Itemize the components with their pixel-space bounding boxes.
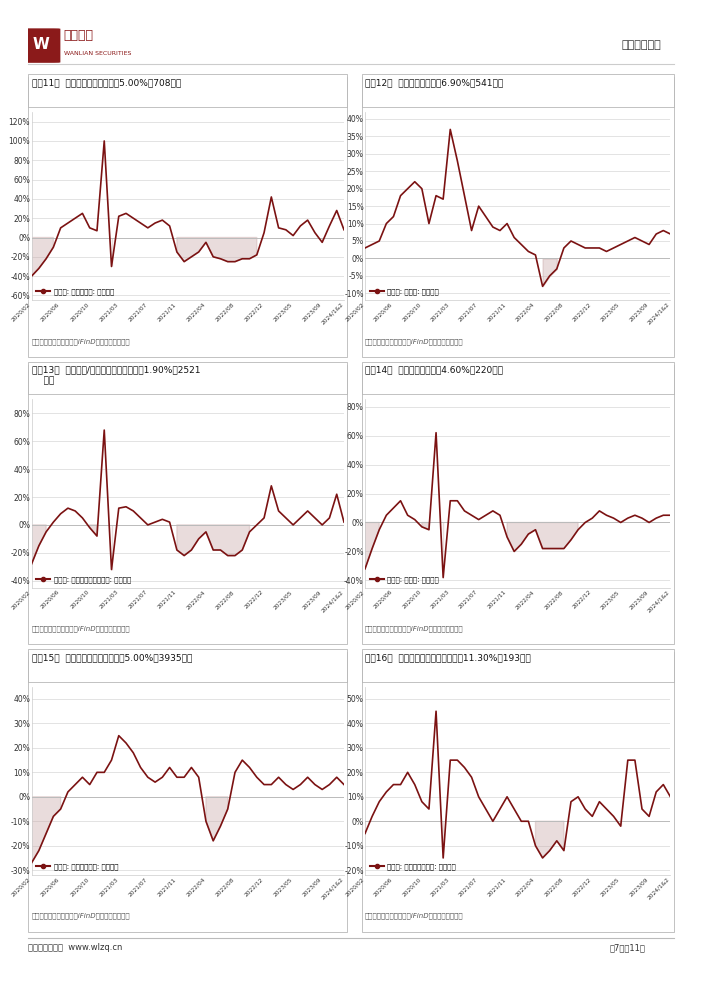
- Text: 资料来源：国家统计局，iFinD，万联证券研究所: 资料来源：国家统计局，iFinD，万联证券研究所: [365, 913, 463, 920]
- Text: 万联证券: 万联证券: [64, 30, 93, 43]
- Legend: 零售额: 饮料类: 当月同比: 零售额: 饮料类: 当月同比: [369, 287, 440, 296]
- Text: 证券研究报告: 证券研究报告: [621, 40, 661, 50]
- Text: 资料来源：国家统计局，iFinD，万联证券研究所: 资料来源：国家统计局，iFinD，万联证券研究所: [365, 338, 463, 345]
- Text: 图表14：  家具类零售额同增4.60%至220亿元: 图表14： 家具类零售额同增4.60%至220亿元: [365, 366, 503, 375]
- Text: 资料来源：国家统计局，iFinD，万联证券研究所: 资料来源：国家统计局，iFinD，万联证券研究所: [32, 625, 130, 632]
- Text: 图表16：  体育娱乐用品类零售额同增11.30%至193亿元: 图表16： 体育娱乐用品类零售额同增11.30%至193亿元: [365, 653, 531, 662]
- FancyBboxPatch shape: [22, 29, 60, 62]
- Text: 资料来源：国家统计局，iFinD，万联证券研究所: 资料来源：国家统计局，iFinD，万联证券研究所: [32, 913, 130, 920]
- Text: 资料来源：国家统计局，iFinD，万联证券研究所: 资料来源：国家统计局，iFinD，万联证券研究所: [365, 625, 463, 632]
- Legend: 零售额: 金银珠宝类: 当月同比: 零售额: 金银珠宝类: 当月同比: [35, 287, 115, 296]
- Text: 万联证券研究所  www.wlzq.cn: 万联证券研究所 www.wlzq.cn: [28, 943, 122, 952]
- Legend: 零售额: 体育娱乐用品类: 当月同比: 零售额: 体育娱乐用品类: 当月同比: [369, 862, 458, 871]
- Legend: 零售额: 石油及制品类: 当月同比: 零售额: 石油及制品类: 当月同比: [35, 862, 120, 871]
- Text: WANLIAN SECURITIES: WANLIAN SECURITIES: [64, 51, 131, 55]
- Legend: 零售额: 家具类: 当月同比: 零售额: 家具类: 当月同比: [369, 575, 440, 584]
- Text: W: W: [32, 37, 49, 53]
- Text: 图表13：  服装鞋帽/针纺织品类零售额同增1.90%至2521
    亿元: 图表13： 服装鞋帽/针纺织品类零售额同增1.90%至2521 亿元: [32, 366, 200, 385]
- Text: 第7页共11页: 第7页共11页: [610, 943, 646, 952]
- Text: 资料来源：国家统计局，iFinD，万联证券研究所: 资料来源：国家统计局，iFinD，万联证券研究所: [32, 338, 130, 345]
- Text: 图表12：  饮料类零售额同增6.90%至541亿元: 图表12： 饮料类零售额同增6.90%至541亿元: [365, 78, 503, 87]
- Legend: 零售额: 服装鞋帽针纺织品类: 当月同比: 零售额: 服装鞋帽针纺织品类: 当月同比: [35, 575, 133, 584]
- Text: 图表15：  石油及制品类零售额同增5.00%至3935亿元: 图表15： 石油及制品类零售额同增5.00%至3935亿元: [32, 653, 192, 662]
- Text: 图表11：  金银珠宝类零售额同增5.00%至708亿元: 图表11： 金银珠宝类零售额同增5.00%至708亿元: [32, 78, 181, 87]
